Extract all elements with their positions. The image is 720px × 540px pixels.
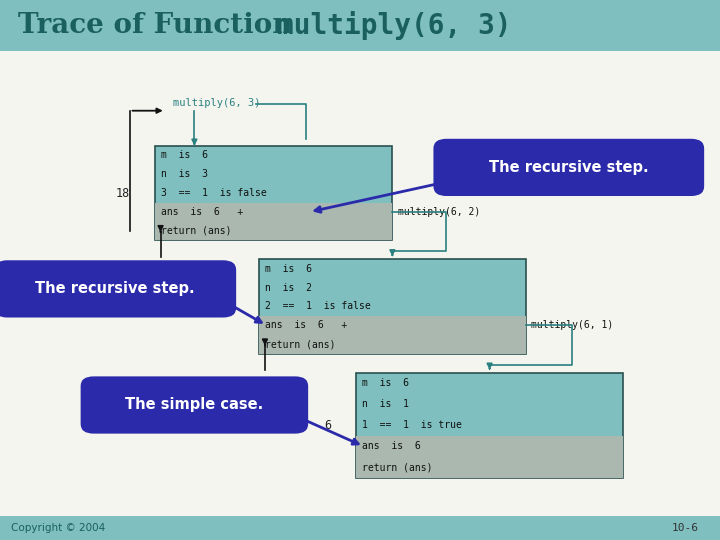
Text: 12: 12 xyxy=(220,300,234,313)
Text: Trace of Function: Trace of Function xyxy=(18,12,302,39)
Text: multiply(6, 2): multiply(6, 2) xyxy=(398,207,480,217)
Text: m  is  6: m is 6 xyxy=(362,378,409,388)
Bar xyxy=(0,516,720,540)
Text: 2  ==  1  is false: 2 == 1 is false xyxy=(265,301,371,312)
Text: The recursive step.: The recursive step. xyxy=(35,281,195,296)
Text: n  is  2: n is 2 xyxy=(265,282,312,293)
FancyBboxPatch shape xyxy=(81,376,308,434)
Text: 3  ==  1  is false: 3 == 1 is false xyxy=(161,188,266,198)
Bar xyxy=(356,436,623,457)
Text: m  is  6: m is 6 xyxy=(161,150,207,160)
Text: ans  is  6: ans is 6 xyxy=(362,441,421,451)
Text: m  is  6: m is 6 xyxy=(265,264,312,274)
Bar xyxy=(259,259,526,354)
Bar xyxy=(155,221,392,240)
Bar xyxy=(155,202,392,221)
Text: ans  is  6   +: ans is 6 + xyxy=(265,320,347,330)
Text: return (ans): return (ans) xyxy=(362,462,433,472)
FancyBboxPatch shape xyxy=(0,260,236,318)
Text: 1  ==  1  is true: 1 == 1 is true xyxy=(362,420,462,430)
Text: 6: 6 xyxy=(324,418,331,432)
Text: The simple case.: The simple case. xyxy=(125,397,264,413)
Bar xyxy=(356,373,623,478)
Text: n  is  1: n is 1 xyxy=(362,399,409,409)
Bar xyxy=(259,316,526,335)
FancyBboxPatch shape xyxy=(433,139,704,196)
Bar xyxy=(0,0,720,51)
Text: ans  is  6   +: ans is 6 + xyxy=(161,207,243,217)
Text: n  is  3: n is 3 xyxy=(161,169,207,179)
Text: return (ans): return (ans) xyxy=(161,226,231,236)
Text: The recursive step.: The recursive step. xyxy=(489,160,649,175)
Bar xyxy=(356,457,623,478)
Text: multiply(6, 1): multiply(6, 1) xyxy=(531,320,613,330)
Text: return (ans): return (ans) xyxy=(265,339,336,349)
Text: 10-6: 10-6 xyxy=(671,523,698,533)
Text: Copyright © 2004: Copyright © 2004 xyxy=(11,523,108,533)
Text: multiply(6, 3): multiply(6, 3) xyxy=(173,98,261,108)
Bar xyxy=(155,146,392,240)
Text: 18: 18 xyxy=(115,186,130,200)
Bar xyxy=(259,335,526,354)
Text: multiply(6, 3): multiply(6, 3) xyxy=(277,11,512,40)
